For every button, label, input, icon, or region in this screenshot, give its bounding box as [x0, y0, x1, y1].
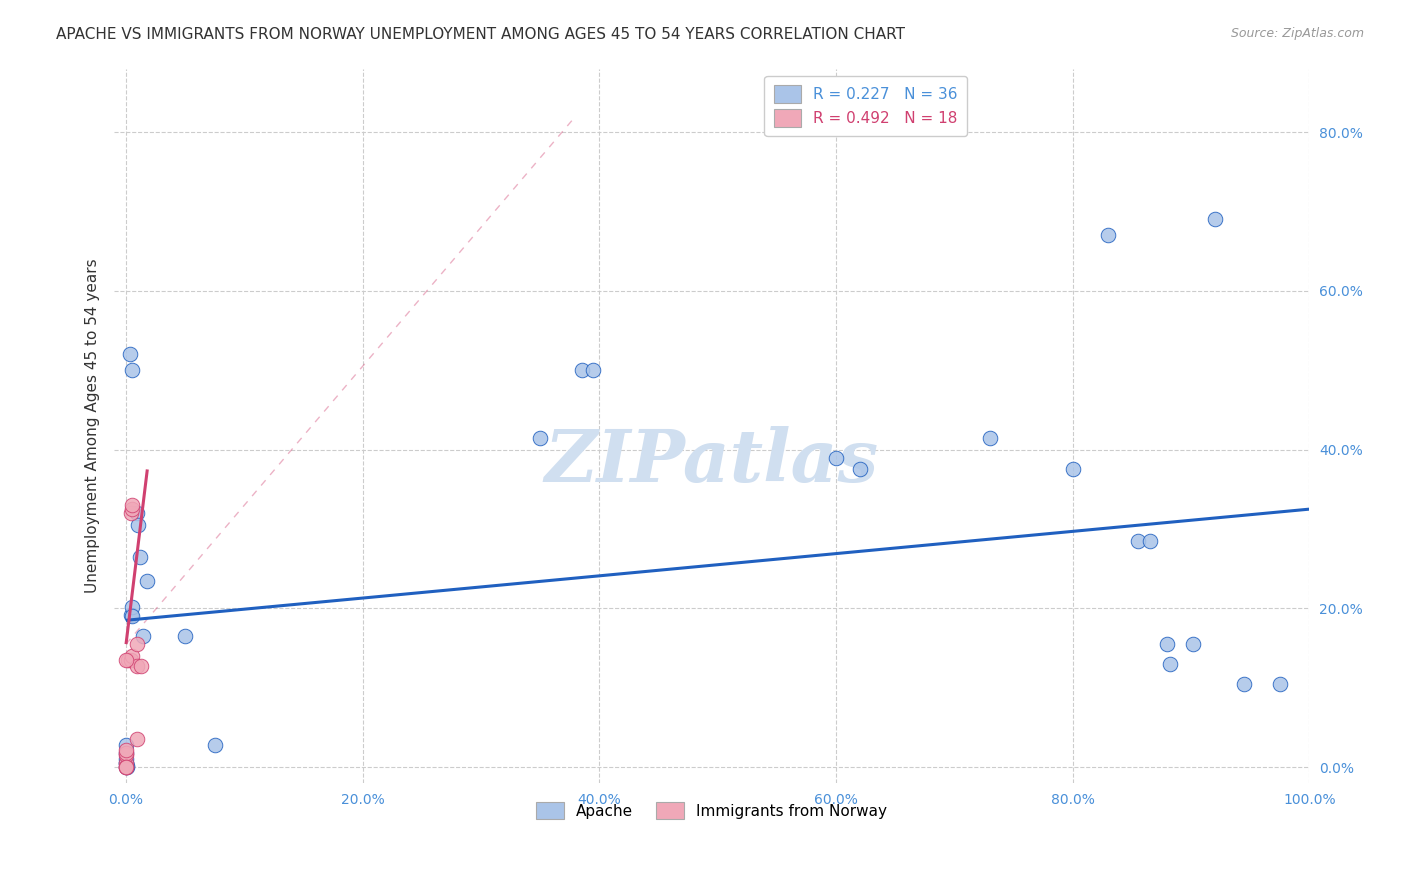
- Y-axis label: Unemployment Among Ages 45 to 54 years: Unemployment Among Ages 45 to 54 years: [86, 259, 100, 593]
- Point: [121, 502, 143, 516]
- Point: [131, 658, 153, 673]
- Point: [125, 732, 148, 747]
- Point: [118, 347, 141, 361]
- Point: [115, 760, 138, 774]
- Point: [121, 363, 143, 377]
- Point: [121, 599, 143, 614]
- Point: [115, 738, 138, 752]
- Text: ZIPatlas: ZIPatlas: [544, 426, 879, 497]
- Point: [125, 658, 148, 673]
- Point: [174, 629, 197, 643]
- Point: [115, 756, 138, 771]
- Point: [115, 760, 138, 774]
- Point: [571, 363, 593, 377]
- Point: [1159, 657, 1181, 671]
- Point: [115, 758, 138, 772]
- Point: [204, 738, 226, 752]
- Point: [115, 746, 138, 760]
- Point: [131, 629, 153, 643]
- Point: [121, 648, 143, 663]
- Point: [115, 760, 138, 774]
- Point: [1126, 533, 1149, 548]
- Point: [115, 653, 138, 667]
- Point: [1097, 228, 1119, 243]
- Point: [121, 498, 143, 512]
- Point: [1233, 677, 1256, 691]
- Point: [1268, 677, 1291, 691]
- Point: [136, 574, 159, 588]
- Text: APACHE VS IMMIGRANTS FROM NORWAY UNEMPLOYMENT AMONG AGES 45 TO 54 YEARS CORRELAT: APACHE VS IMMIGRANTS FROM NORWAY UNEMPLO…: [56, 27, 905, 42]
- Point: [120, 653, 142, 667]
- Legend: Apache, Immigrants from Norway: Apache, Immigrants from Norway: [530, 796, 893, 825]
- Point: [120, 607, 142, 622]
- Point: [115, 760, 138, 774]
- Point: [979, 431, 1001, 445]
- Point: [1204, 212, 1226, 227]
- Point: [582, 363, 605, 377]
- Point: [529, 431, 551, 445]
- Point: [121, 609, 143, 624]
- Point: [115, 748, 138, 763]
- Point: [125, 637, 148, 651]
- Point: [120, 506, 142, 520]
- Point: [1182, 637, 1205, 651]
- Point: [115, 746, 138, 760]
- Point: [1139, 533, 1161, 548]
- Point: [115, 756, 138, 771]
- Point: [1156, 637, 1178, 651]
- Point: [115, 756, 138, 771]
- Point: [115, 742, 138, 756]
- Point: [825, 450, 848, 465]
- Point: [127, 518, 149, 533]
- Text: Source: ZipAtlas.com: Source: ZipAtlas.com: [1230, 27, 1364, 40]
- Point: [115, 752, 138, 766]
- Point: [129, 549, 152, 564]
- Point: [117, 653, 139, 667]
- Point: [125, 506, 148, 520]
- Point: [1062, 462, 1084, 476]
- Point: [115, 760, 138, 774]
- Point: [848, 462, 870, 476]
